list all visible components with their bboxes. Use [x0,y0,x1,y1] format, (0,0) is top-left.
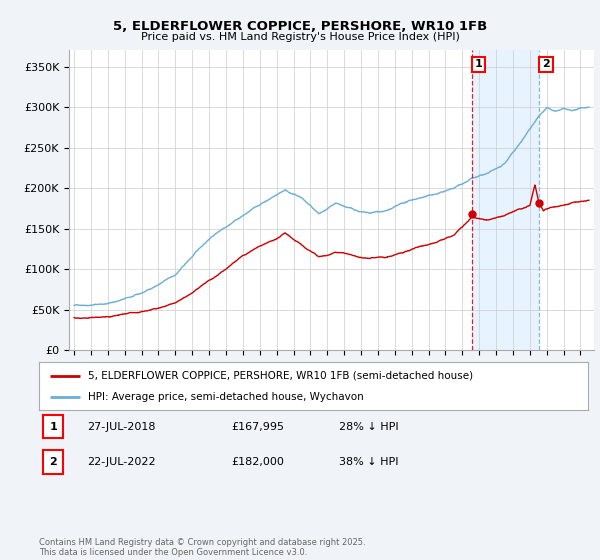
Text: 1: 1 [49,422,57,432]
Text: Price paid vs. HM Land Registry's House Price Index (HPI): Price paid vs. HM Land Registry's House … [140,32,460,42]
Text: £167,995: £167,995 [231,422,284,432]
Bar [472,50,539,350]
Text: 38% ↓ HPI: 38% ↓ HPI [339,457,398,467]
Text: 1: 1 [475,59,482,69]
Text: Contains HM Land Registry data © Crown copyright and database right 2025.
This d: Contains HM Land Registry data © Crown c… [39,538,365,557]
Text: 2: 2 [49,457,57,467]
Text: 28% ↓ HPI: 28% ↓ HPI [339,422,398,432]
Text: HPI: Average price, semi-detached house, Wychavon: HPI: Average price, semi-detached house,… [88,391,364,402]
Text: 27-JUL-2018: 27-JUL-2018 [87,422,155,432]
Text: 22-JUL-2022: 22-JUL-2022 [87,457,155,467]
Text: 2: 2 [542,59,550,69]
Text: 5, ELDERFLOWER COPPICE, PERSHORE, WR10 1FB: 5, ELDERFLOWER COPPICE, PERSHORE, WR10 1… [113,20,487,32]
Text: 5, ELDERFLOWER COPPICE, PERSHORE, WR10 1FB (semi-detached house): 5, ELDERFLOWER COPPICE, PERSHORE, WR10 1… [88,371,473,381]
Text: £182,000: £182,000 [231,457,284,467]
